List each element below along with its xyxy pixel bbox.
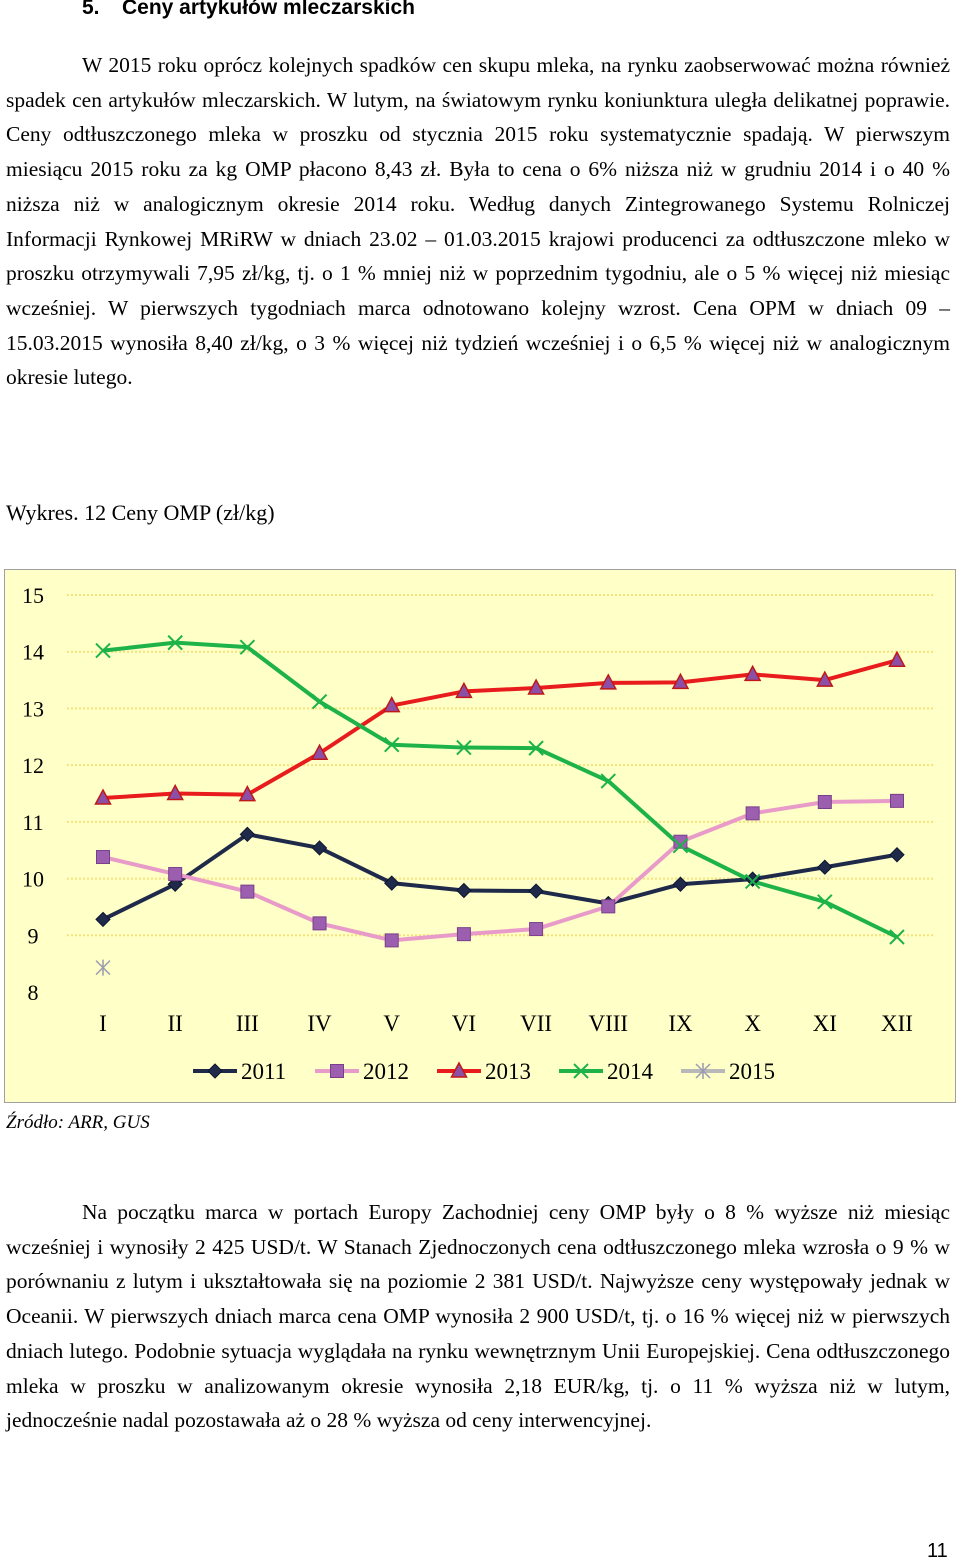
chart-legend: 2011 2012 2013 2014 2015 xyxy=(193,1059,775,1084)
x-tick-label: VII xyxy=(520,1011,552,1036)
data-point-2014 xyxy=(889,929,905,945)
x-tick-label: VI xyxy=(452,1011,476,1036)
data-point-2012 xyxy=(96,850,110,865)
data-point-2012 xyxy=(456,927,471,942)
data-point-2014 xyxy=(528,740,544,756)
data-point-2012 xyxy=(384,933,399,948)
legend-label-2014: 2014 xyxy=(607,1059,654,1084)
y-tick-label: 15 xyxy=(22,583,44,608)
y-tick-label: 13 xyxy=(22,696,44,721)
legend-marker-2013 xyxy=(450,1061,468,1078)
data-point-2012 xyxy=(673,834,688,849)
data-point-2011 xyxy=(384,875,400,891)
intro-paragraph-text: W 2015 roku oprócz kolejnych spadków cen… xyxy=(6,53,950,390)
chart-caption: Wykres. 12 Ceny OMP (zł/kg) xyxy=(6,500,275,525)
chart-series-lines xyxy=(102,640,898,943)
y-tick-label: 12 xyxy=(22,753,44,778)
series-line-2014 xyxy=(102,640,898,939)
data-point-2015 xyxy=(95,959,111,976)
data-point-2014 xyxy=(456,739,472,756)
data-point-2012 xyxy=(817,795,832,810)
data-point-2012 xyxy=(745,806,760,821)
y-tick-label: 10 xyxy=(22,867,44,892)
x-tick-label: X xyxy=(744,1011,761,1036)
data-point-2014 xyxy=(384,737,400,753)
data-point-2013 xyxy=(671,672,690,690)
data-point-2012 xyxy=(168,867,183,882)
data-point-2011 xyxy=(889,847,905,863)
x-tick-label: IX xyxy=(668,1011,693,1036)
x-tick-label: IV xyxy=(307,1011,332,1036)
data-point-2013 xyxy=(166,783,184,801)
data-point-2012 xyxy=(890,793,904,808)
legend-marker-2011 xyxy=(207,1063,223,1079)
data-point-2014 xyxy=(817,894,833,910)
chart-y-tick-labels: 8 9 10 11 12 13 14 15 xyxy=(22,583,44,1005)
data-point-2011 xyxy=(817,859,833,875)
chart-frame: 8 9 10 11 12 13 14 15 I II III IV V VI VII VIII IX X XI XI… xyxy=(4,569,956,1103)
y-tick-label: 14 xyxy=(22,640,44,665)
legend-label-2013: 2013 xyxy=(485,1059,531,1084)
data-point-2014 xyxy=(600,773,616,789)
legend-marker-2014 xyxy=(573,1063,589,1079)
closing-paragraph-text: Na początku marca w portach Europy Zacho… xyxy=(6,1200,950,1433)
x-tick-label: II xyxy=(168,1011,183,1036)
data-point-2014 xyxy=(167,634,183,651)
section-heading: 5. Ceny artykułów mleczarskich xyxy=(82,0,415,20)
chart-gridlines xyxy=(67,594,933,937)
data-point-2011 xyxy=(672,876,689,892)
data-point-2014 xyxy=(744,873,761,890)
data-point-2013 xyxy=(743,664,762,682)
data-point-2013 xyxy=(310,743,329,760)
y-tick-label: 11 xyxy=(22,810,43,835)
data-point-2013 xyxy=(455,681,473,699)
data-point-2013 xyxy=(527,678,545,695)
data-point-2013 xyxy=(94,788,112,805)
x-tick-label: V xyxy=(383,1011,400,1036)
x-tick-label: XI xyxy=(813,1011,837,1036)
data-point-2012 xyxy=(601,899,616,914)
page-number: 11 xyxy=(927,1540,948,1562)
data-point-2012 xyxy=(312,916,327,931)
data-point-2014 xyxy=(311,693,328,710)
data-point-2014 xyxy=(95,642,111,659)
legend-marker-2012 xyxy=(330,1064,344,1078)
chart-source: Źródło: ARR, GUS xyxy=(6,1112,150,1133)
chart-series-markers xyxy=(94,634,906,976)
data-point-2014 xyxy=(239,639,256,655)
series-line-2011 xyxy=(102,832,898,922)
data-point-2012 xyxy=(529,922,544,937)
data-point-2011 xyxy=(95,911,111,928)
legend-label-2015: 2015 xyxy=(729,1059,775,1084)
data-point-2014 xyxy=(672,837,689,854)
x-tick-label: XII xyxy=(881,1011,913,1036)
legend-label-2011: 2011 xyxy=(241,1059,286,1084)
data-point-2011 xyxy=(456,882,472,899)
series-line-2013 xyxy=(102,658,898,801)
data-point-2013 xyxy=(382,696,401,713)
data-point-2013 xyxy=(238,785,257,802)
y-tick-label: 9 xyxy=(28,923,39,948)
data-point-2013 xyxy=(888,650,906,667)
x-tick-label: VIII xyxy=(588,1011,628,1036)
data-point-2011 xyxy=(528,883,544,899)
data-point-2012 xyxy=(240,884,255,899)
x-tick-label: I xyxy=(99,1011,107,1036)
data-point-2013 xyxy=(599,673,618,690)
data-point-2013 xyxy=(816,670,834,687)
chart-x-tick-labels: I II III IV V VI VII VIII IX X XI XII xyxy=(99,1011,913,1036)
intro-paragraph: W 2015 roku oprócz kolejnych spadków cen… xyxy=(6,48,950,395)
data-point-2011 xyxy=(239,826,256,843)
legend-marker-2015 xyxy=(695,1063,711,1079)
closing-paragraph: Na początku marca w portach Europy Zacho… xyxy=(6,1195,950,1438)
y-tick-label: 8 xyxy=(28,980,39,1005)
section-title: Ceny artykułów mleczarskich xyxy=(122,0,415,19)
legend-label-2012: 2012 xyxy=(363,1059,409,1084)
data-point-2011 xyxy=(311,840,328,856)
series-line-2012 xyxy=(102,798,898,943)
x-tick-label: III xyxy=(236,1011,259,1036)
section-number: 5. xyxy=(82,0,100,19)
